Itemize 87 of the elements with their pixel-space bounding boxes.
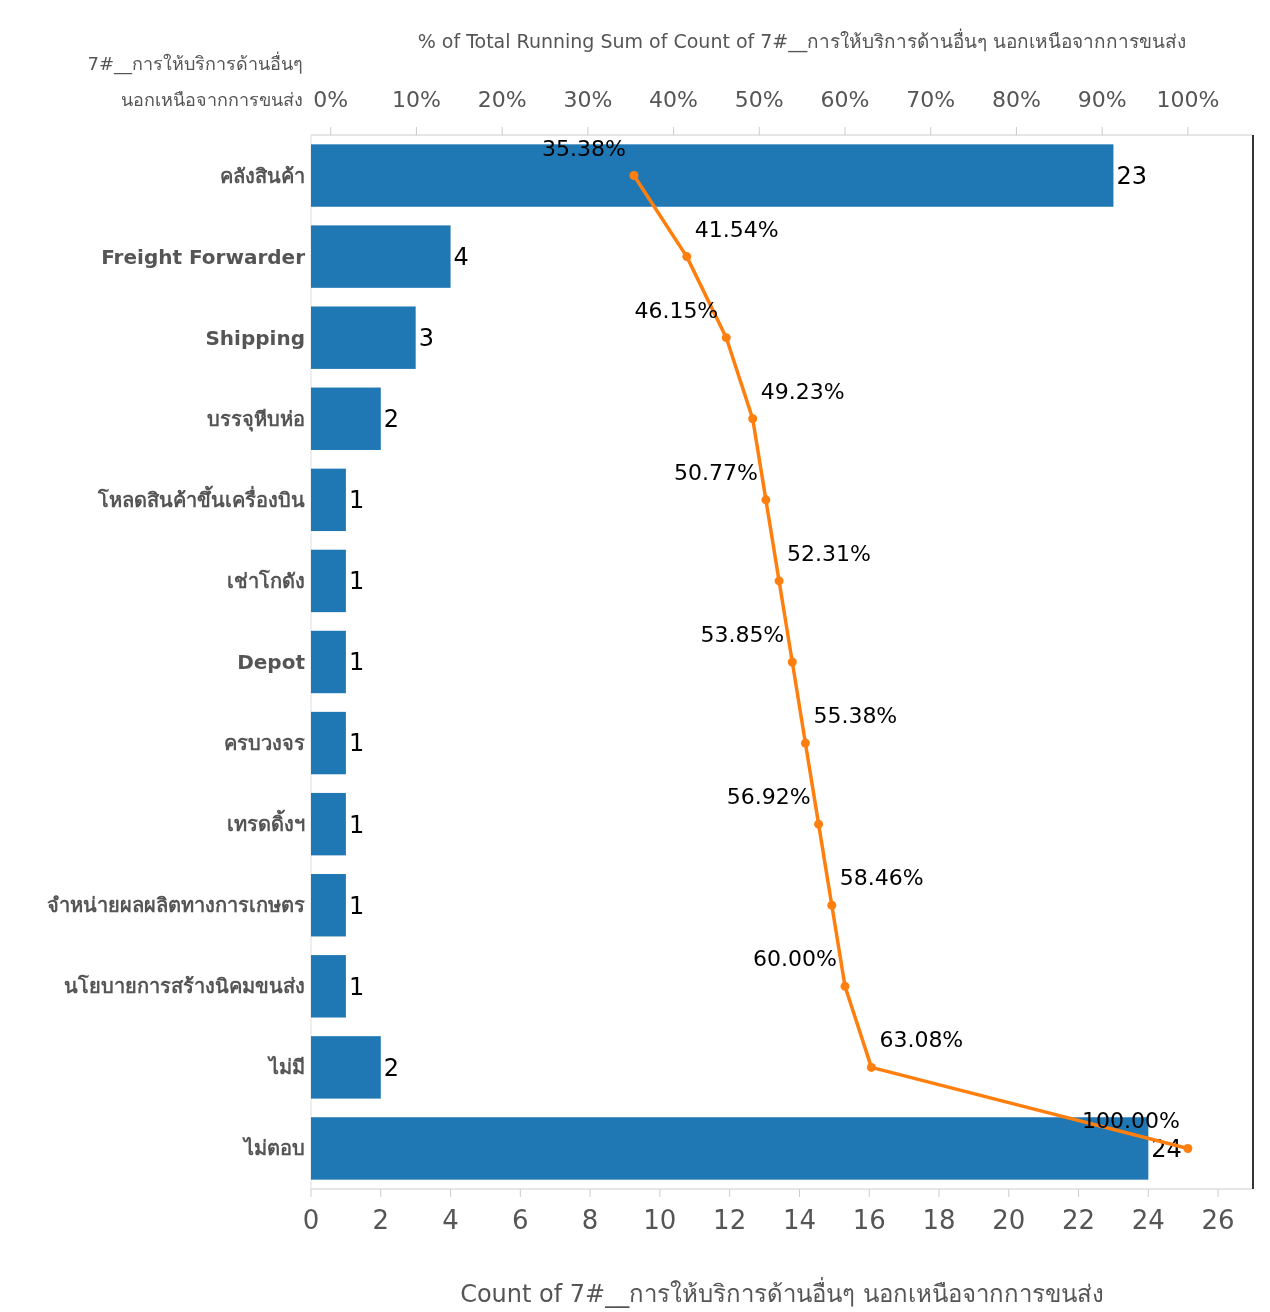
point	[748, 414, 758, 424]
x-tick-label: 14	[782, 1205, 816, 1235]
y-tick-label: จำหน่ายผลผลิตทางการเกษตร	[47, 893, 305, 918]
y-tick-label: ไม่ตอบ	[242, 1136, 305, 1161]
x-tick-label: 22	[1062, 1205, 1096, 1235]
bar	[311, 549, 346, 613]
data-label: 1	[348, 729, 365, 758]
point	[787, 657, 797, 667]
data-label: 58.46%	[839, 865, 924, 891]
x2-tick-label: 40%	[649, 87, 699, 112]
point	[814, 819, 824, 829]
x2-tick-label: 10%	[391, 87, 441, 112]
x2-axis-title: % of Total Running Sum of Count of 7#__การให้บริการด้านอื่นๆ นอกเหนือจากการขนส่ง	[417, 28, 1187, 53]
x-tick-label: 18	[922, 1205, 956, 1235]
y-axis-title: 7#__การให้บริการด้านอื่นๆ นอกเหนือจากการขนส่ง	[87, 51, 303, 110]
bar	[311, 225, 451, 288]
x2-tick-label: 20%	[477, 87, 527, 112]
data-label: 2	[383, 405, 400, 434]
y-tick-label: Depot	[237, 650, 306, 674]
x-tick-label: 8	[581, 1205, 599, 1235]
bar	[311, 387, 381, 450]
bar	[311, 630, 346, 694]
point	[800, 738, 810, 748]
data-label: 60.00%	[753, 946, 837, 972]
point	[840, 981, 850, 991]
data-label: 1	[348, 486, 365, 515]
point	[866, 1062, 876, 1072]
y-tick-label: ไม่มี	[267, 1055, 305, 1080]
x-tick-label: 24	[1131, 1205, 1165, 1235]
x2-tick-label: 30%	[563, 87, 613, 112]
x-tick-label: 4	[442, 1205, 459, 1235]
y-tick-label: เช่าโกดัง	[227, 568, 305, 593]
y-tick-label: Freight Forwarder	[101, 244, 306, 269]
bar	[311, 306, 416, 369]
data-label: 1	[348, 810, 365, 839]
data-label: 56.92%	[726, 784, 811, 810]
data-label: 52.31%	[787, 540, 871, 566]
bar	[311, 1036, 381, 1099]
data-label: 55.38%	[813, 703, 898, 729]
data-label: 53.85%	[700, 622, 785, 647]
x2-tick-label: 70%	[906, 87, 956, 112]
data-label: 41.54%	[694, 216, 779, 242]
point	[1183, 1143, 1193, 1153]
x-tick-label: 16	[852, 1205, 886, 1235]
data-label: 3	[418, 324, 434, 353]
y-tick-label: นโยบายการสร้างนิคมขนส่ง	[64, 974, 305, 999]
x-tick-label: 12	[713, 1205, 747, 1235]
y-tick-label: เทรดดิ้งฯ	[227, 809, 305, 837]
data-label: 2	[383, 1053, 400, 1082]
x-tick-label: 6	[512, 1205, 529, 1235]
point	[761, 495, 771, 505]
x2-tick-label: 50%	[734, 87, 784, 112]
point	[629, 171, 639, 181]
data-label: 50.77%	[674, 459, 758, 485]
x-axis-title: Count of 7#__การให้บริการด้านอื่นๆ นอกเหนือจากการขนส่ง	[460, 1277, 1104, 1308]
point	[721, 333, 731, 343]
point	[827, 900, 837, 910]
bar	[311, 711, 346, 775]
data-label: 4	[453, 243, 469, 272]
y-tick-label: บรรจุหีบห่อ	[207, 406, 305, 432]
x-tick-label: 20	[992, 1205, 1026, 1235]
data-label: 1	[348, 567, 365, 596]
point	[774, 576, 784, 586]
x-tick-label: 0	[302, 1205, 320, 1235]
point	[682, 252, 692, 262]
x2-tick-label: 90%	[1077, 87, 1127, 112]
data-label: 49.23%	[760, 378, 845, 404]
y-tick-label: Shipping	[205, 325, 305, 350]
bar	[311, 874, 346, 937]
bar	[311, 792, 346, 856]
data-label: 23	[1116, 161, 1147, 190]
x2-tick-label: 60%	[820, 87, 870, 112]
bar	[311, 468, 346, 532]
x2-tick-label: 80%	[991, 87, 1041, 112]
x-tick-label: 26	[1201, 1205, 1235, 1235]
x-tick-label: 2	[372, 1205, 390, 1235]
x2-tick-label: 100%	[1156, 87, 1220, 112]
data-label: 1	[348, 648, 365, 677]
x-tick-label: 10	[643, 1205, 677, 1235]
data-label: 63.08%	[879, 1027, 964, 1053]
y-tick-label: โหลดสินค้าขึ้นเครื่องบิน	[97, 484, 305, 512]
x2-tick-label: 0%	[313, 87, 349, 112]
y-tick-label: คลังสินค้า	[220, 163, 305, 188]
data-label: 1	[348, 891, 365, 920]
bar	[311, 955, 346, 1018]
data-label: 1	[348, 972, 365, 1001]
y-tick-label: ครบวงจร	[224, 731, 305, 756]
